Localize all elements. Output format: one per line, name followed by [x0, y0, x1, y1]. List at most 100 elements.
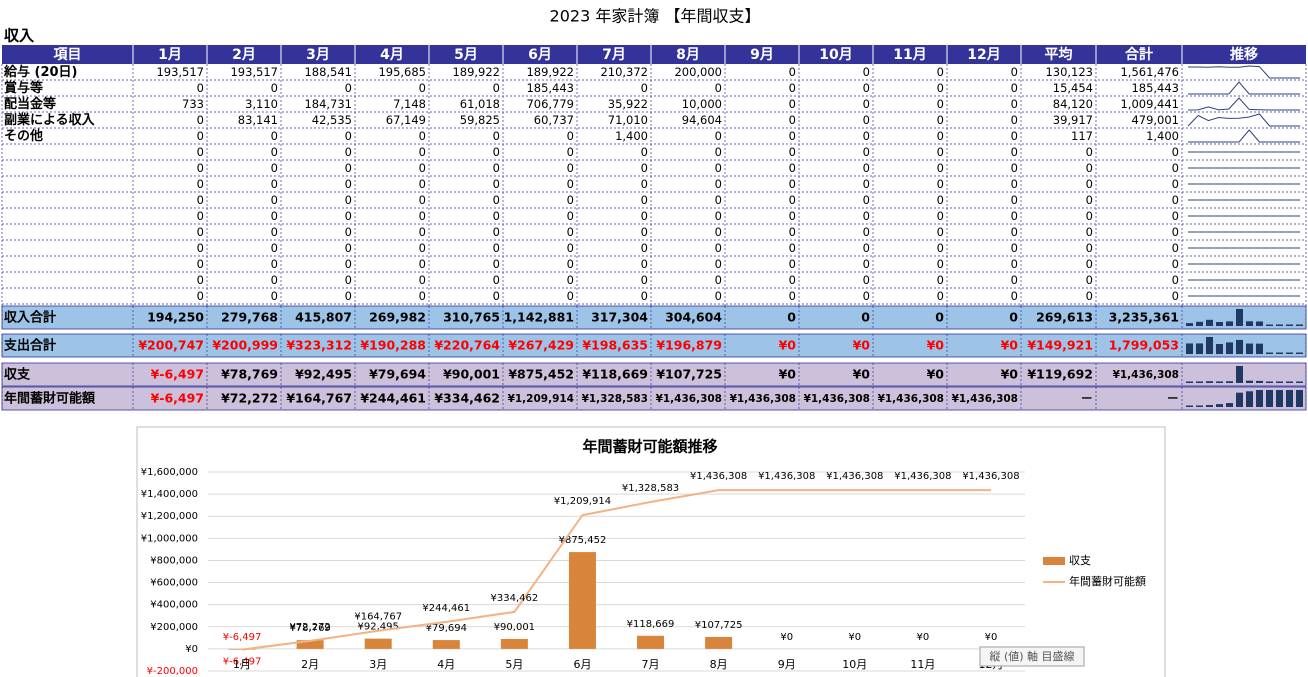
summary-cell: ¥164,767 — [286, 391, 352, 406]
sparkbar — [1246, 391, 1253, 407]
summary-cell: 304,604 — [665, 310, 722, 325]
cell: 0 — [863, 97, 870, 111]
sparkbar — [1206, 319, 1213, 326]
summary-cell: ¥200,999 — [212, 338, 278, 353]
cell: 0 — [419, 161, 426, 175]
cell: 0 — [197, 273, 204, 287]
cell: 0 — [789, 145, 796, 159]
summary-cell: ¥196,879 — [656, 338, 722, 353]
summary-band — [1, 333, 1307, 358]
cell: 0 — [1086, 209, 1093, 223]
cell: 0 — [715, 225, 722, 239]
cell: 0 — [271, 257, 278, 271]
cell: 0 — [1011, 145, 1018, 159]
cell: 184,731 — [304, 97, 352, 111]
cell: 0 — [567, 273, 574, 287]
summary-cell: ¥118,669 — [582, 367, 648, 382]
summary-cell: ¥0 — [927, 367, 945, 382]
cell: 0 — [197, 177, 204, 191]
cell: 0 — [271, 161, 278, 175]
bar — [500, 638, 528, 649]
cell: 0 — [1172, 145, 1179, 159]
summary-label: 収入合計 — [4, 310, 56, 326]
cell: 0 — [1172, 225, 1179, 239]
legend-swatch — [1043, 557, 1065, 565]
cell: 0 — [1011, 129, 1018, 143]
cell: 0 — [493, 225, 500, 239]
summary-cell: ¥90,001 — [443, 367, 500, 382]
sparkbar — [1296, 390, 1303, 407]
cell: 71,010 — [608, 113, 648, 127]
line-value-label: ¥1,436,308 — [690, 471, 747, 482]
summary-cell: ¥200,747 — [138, 338, 204, 353]
cell: 0 — [197, 145, 204, 159]
summary-label: 収支 — [4, 367, 30, 383]
cell: 0 — [1011, 97, 1018, 111]
cell: 0 — [863, 113, 870, 127]
y-tick-label: ¥200,000 — [150, 622, 198, 633]
sparkbar — [1206, 405, 1213, 407]
cell: 0 — [1011, 161, 1018, 175]
sparkbar — [1226, 342, 1233, 354]
cell: 0 — [1172, 161, 1179, 175]
cell: 0 — [937, 65, 944, 79]
cell: 0 — [1011, 81, 1018, 95]
sparkbar — [1226, 381, 1233, 383]
cell: 0 — [567, 177, 574, 191]
summary-cell: － — [1080, 391, 1093, 406]
cell: 130,123 — [1045, 65, 1093, 79]
cell: 0 — [419, 241, 426, 255]
sparkbar — [1296, 324, 1303, 326]
sparkbar — [1286, 390, 1293, 407]
header-cell: 10月 — [819, 47, 852, 63]
cell: 0 — [567, 209, 574, 223]
cell: 0 — [863, 161, 870, 175]
chart-frame — [136, 426, 1166, 677]
cell: 0 — [419, 129, 426, 143]
cell: 0 — [271, 145, 278, 159]
summary-cell: 0 — [861, 310, 870, 325]
cell: 0 — [715, 209, 722, 223]
bar-value-label: ¥0 — [985, 632, 998, 643]
cell: 706,779 — [526, 97, 574, 111]
cell: 0 — [937, 257, 944, 271]
cell: 0 — [1011, 209, 1018, 223]
cell: 193,517 — [230, 65, 278, 79]
cell: 0 — [1086, 145, 1093, 159]
cell: 0 — [641, 161, 648, 175]
row-label: 給与 (20日) — [3, 64, 78, 80]
cell: 0 — [789, 193, 796, 207]
sparkbar — [1216, 321, 1223, 326]
line-value-label: ¥-6,497 — [223, 657, 262, 668]
cell: 0 — [493, 161, 500, 175]
sparkbar — [1216, 381, 1223, 383]
sparkbar — [1246, 380, 1253, 383]
sparkbar — [1276, 390, 1283, 407]
cell: 0 — [419, 273, 426, 287]
cell: 0 — [271, 273, 278, 287]
cell: 39,917 — [1053, 113, 1093, 127]
bar-value-label: ¥0 — [780, 632, 793, 643]
summary-cell: ¥-6,497 — [151, 367, 204, 382]
bar-value-label: ¥92,495 — [358, 622, 399, 633]
cell: 0 — [789, 209, 796, 223]
header-cell: 3月 — [306, 47, 330, 63]
cell: 1,400 — [615, 129, 648, 143]
cell: 0 — [1086, 257, 1093, 271]
cell: 0 — [271, 177, 278, 191]
summary-band — [1, 386, 1307, 411]
cell: 185,443 — [1131, 81, 1179, 95]
summary-band — [1, 362, 1307, 387]
cell: 0 — [1011, 225, 1018, 239]
cell: 0 — [937, 129, 944, 143]
cell: 195,685 — [378, 65, 426, 79]
cell: 0 — [789, 257, 796, 271]
bar-value-label: ¥875,452 — [559, 535, 607, 546]
cell: 0 — [271, 289, 278, 303]
cell: 0 — [1172, 273, 1179, 287]
cell: 0 — [1172, 193, 1179, 207]
y-tick-label: ¥1,400,000 — [141, 489, 198, 500]
cell: 0 — [1011, 113, 1018, 127]
header-cell: 2月 — [232, 47, 256, 63]
